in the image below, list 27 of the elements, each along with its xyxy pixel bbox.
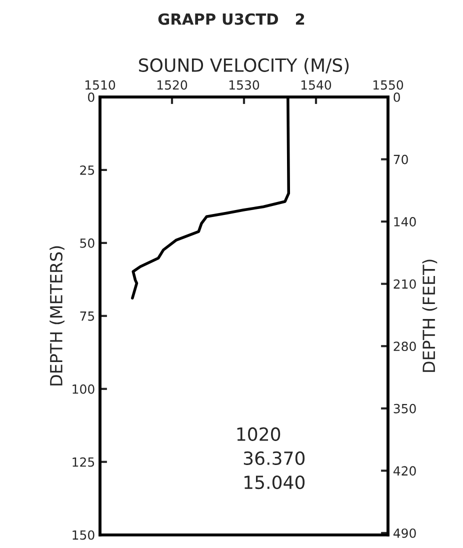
x-tick-label: 1540: [301, 80, 332, 90]
y2-tick-label: 70: [394, 154, 408, 164]
y2-tick-label: 210: [394, 279, 416, 289]
y2-tick-label: 140: [394, 217, 416, 226]
x-tick-label: 1520: [157, 80, 188, 90]
y2-tick-label: 490: [393, 528, 416, 538]
y-tick-label: 50: [80, 238, 94, 248]
x-axis-title: SOUND VELOCITY (M/S): [139, 58, 349, 74]
y-tick-label: 100: [72, 384, 94, 394]
y-axis-title: DEPTH (METERS): [50, 246, 64, 386]
y-tick-label: 150: [72, 530, 94, 540]
y2-tick-label: 350: [394, 404, 416, 414]
x-tick-label: 1530: [229, 80, 260, 90]
y2-axis-title: DEPTH (FEET): [422, 260, 438, 372]
y2-tick-label: 420: [393, 466, 416, 476]
y-tick-label: 75: [80, 312, 94, 321]
y-tick-label: 0: [88, 92, 94, 102]
x-tick-label: 1550: [373, 80, 404, 90]
chart-title: GRAPP U3CTD 2: [158, 13, 304, 25]
annotation: 1020: [237, 427, 280, 441]
y-tick-label: 125: [72, 457, 94, 467]
y-tick-label: 25: [80, 165, 94, 175]
x-tick-label: 1510: [85, 80, 116, 90]
annotation: 36.370: [244, 451, 305, 466]
y2-tick-label: 280: [394, 342, 416, 352]
annotation: 15.040: [244, 475, 305, 490]
y2-tick-label: 0: [394, 92, 400, 102]
